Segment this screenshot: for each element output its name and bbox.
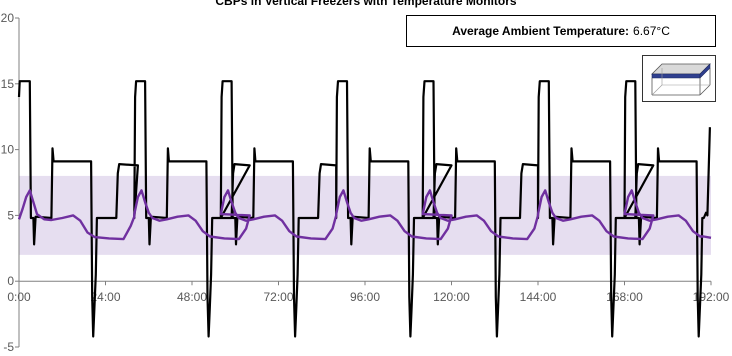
x-tick-label: 144:00 xyxy=(520,290,557,304)
y-tick-label: 0 xyxy=(7,274,14,288)
series-line-black xyxy=(17,80,711,338)
y-tick-label: 15 xyxy=(1,77,15,91)
annotation-value: 6.67°C xyxy=(633,24,670,38)
x-tick-label: 72:00 xyxy=(263,290,293,304)
x-tick-label: 120:00 xyxy=(433,290,470,304)
annotation-label: Average Ambient Temperature: xyxy=(452,24,630,38)
series-line-purple xyxy=(17,189,712,241)
x-tick-label: 0:00 xyxy=(7,290,31,304)
target-range-band xyxy=(19,175,711,255)
y-tick-label: 5 xyxy=(7,208,14,222)
y-tick-label: -5 xyxy=(3,340,14,354)
y-tick-label: 10 xyxy=(1,143,15,157)
x-tick-label: 24:00 xyxy=(90,290,120,304)
freezer-icon xyxy=(642,55,716,102)
chart-title: CBPs in Vertical Freezers with Temperatu… xyxy=(215,0,517,8)
y-tick-label: 20 xyxy=(1,11,15,25)
x-tick-label: 168:00 xyxy=(606,290,643,304)
x-tick-label: 48:00 xyxy=(177,290,207,304)
average-temperature-box: Average Ambient Temperature: 6.67°C xyxy=(406,15,716,47)
x-tick-label: 96:00 xyxy=(350,290,380,304)
x-tick-label: 192:00 xyxy=(693,290,730,304)
